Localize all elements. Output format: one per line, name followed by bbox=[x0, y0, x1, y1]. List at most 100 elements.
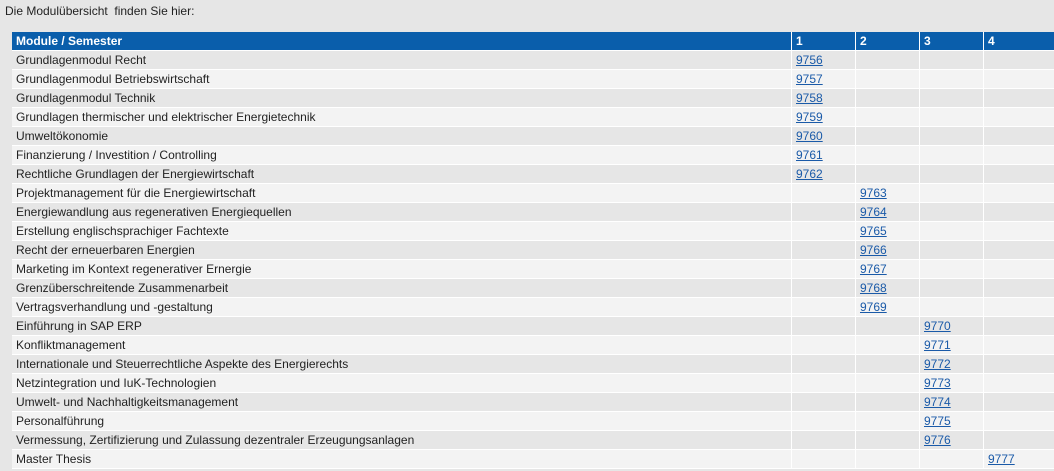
semester-3-cell bbox=[920, 450, 984, 469]
module-number-link[interactable]: 9764 bbox=[860, 205, 887, 219]
semester-3-cell bbox=[920, 279, 984, 298]
semester-1-cell bbox=[792, 317, 856, 336]
table-row: Grundlagenmodul Recht 9756 bbox=[12, 51, 1054, 70]
module-number-link[interactable]: 9760 bbox=[796, 129, 823, 143]
semester-1-cell: 9757 bbox=[792, 70, 856, 89]
module-number-link[interactable]: 9756 bbox=[796, 53, 823, 67]
module-number-link[interactable]: 9768 bbox=[860, 281, 887, 295]
semester-2-cell bbox=[856, 412, 920, 431]
semester-4-cell bbox=[984, 279, 1054, 298]
semester-3-cell: 9775 bbox=[920, 412, 984, 431]
module-number-link[interactable]: 9769 bbox=[860, 300, 887, 314]
semester-1-cell bbox=[792, 184, 856, 203]
semester-1-cell bbox=[792, 355, 856, 374]
semester-2-cell bbox=[856, 108, 920, 127]
module-name-cell: Personalführung bbox=[12, 412, 792, 431]
table-row: Personalführung 9775 bbox=[12, 412, 1054, 431]
table-row: Marketing im Kontext regenerativer Erner… bbox=[12, 260, 1054, 279]
module-number-link[interactable]: 9773 bbox=[924, 376, 951, 390]
semester-4-cell bbox=[984, 260, 1054, 279]
header-semester-3: 3 bbox=[920, 32, 984, 51]
semester-4-cell bbox=[984, 317, 1054, 336]
semester-4-cell bbox=[984, 412, 1054, 431]
semester-4-cell bbox=[984, 336, 1054, 355]
module-number-link[interactable]: 9776 bbox=[924, 433, 951, 447]
semester-3-cell bbox=[920, 184, 984, 203]
semester-4-cell bbox=[984, 431, 1054, 450]
header-semester-2: 2 bbox=[856, 32, 920, 51]
semester-1-cell bbox=[792, 222, 856, 241]
module-number-link[interactable]: 9770 bbox=[924, 319, 951, 333]
semester-2-cell bbox=[856, 355, 920, 374]
module-name-cell: Marketing im Kontext regenerativer Erner… bbox=[12, 260, 792, 279]
table-row: Erstellung englischsprachiger Fachtexte 9… bbox=[12, 222, 1054, 241]
module-number-link[interactable]: 9777 bbox=[988, 452, 1015, 466]
semester-3-cell bbox=[920, 222, 984, 241]
header-module-semester: Module / Semester bbox=[12, 32, 792, 51]
table-row: Einführung in SAP ERP 9770 bbox=[12, 317, 1054, 336]
table-row: Energiewandlung aus regenerativen Energi… bbox=[12, 203, 1054, 222]
semester-3-cell: 9770 bbox=[920, 317, 984, 336]
semester-3-cell bbox=[920, 146, 984, 165]
semester-2-cell: 9769 bbox=[856, 298, 920, 317]
semester-2-cell bbox=[856, 146, 920, 165]
semester-2-cell: 9764 bbox=[856, 203, 920, 222]
semester-3-cell bbox=[920, 108, 984, 127]
semester-4-cell bbox=[984, 374, 1054, 393]
table-row: Grundlagen thermischer und elektrischer … bbox=[12, 108, 1054, 127]
semester-4-cell bbox=[984, 108, 1054, 127]
module-name-cell: Grundlagenmodul Recht bbox=[12, 51, 792, 70]
semester-4-cell bbox=[984, 203, 1054, 222]
module-name-cell: Vertragsverhandlung und -gestaltung bbox=[12, 298, 792, 317]
semester-2-cell bbox=[856, 336, 920, 355]
intro-text: Die Modulübersicht finden Sie hier: bbox=[5, 4, 195, 18]
semester-1-cell bbox=[792, 241, 856, 260]
module-number-link[interactable]: 9775 bbox=[924, 414, 951, 428]
semester-1-cell bbox=[792, 450, 856, 469]
semester-2-cell bbox=[856, 70, 920, 89]
module-number-link[interactable]: 9766 bbox=[860, 243, 887, 257]
table-row: Projektmanagement für die Energiewirtsch… bbox=[12, 184, 1054, 203]
table-header-row: Module / Semester 1 2 3 4 bbox=[12, 32, 1054, 51]
table-row: Netzintegration und IuK-Technologien 9773 bbox=[12, 374, 1054, 393]
module-number-link[interactable]: 9767 bbox=[860, 262, 887, 276]
module-name-cell: Projektmanagement für die Energiewirtsch… bbox=[12, 184, 792, 203]
semester-1-cell: 9758 bbox=[792, 89, 856, 108]
semester-3-cell: 9774 bbox=[920, 393, 984, 412]
module-number-link[interactable]: 9757 bbox=[796, 72, 823, 86]
module-number-link[interactable]: 9763 bbox=[860, 186, 887, 200]
semester-3-cell bbox=[920, 203, 984, 222]
module-number-link[interactable]: 9758 bbox=[796, 91, 823, 105]
module-number-link[interactable]: 9759 bbox=[796, 110, 823, 124]
semester-4-cell bbox=[984, 355, 1054, 374]
semester-3-cell bbox=[920, 89, 984, 108]
table-row: Grundlagenmodul Betriebswirtschaft 9757 bbox=[12, 70, 1054, 89]
module-number-link[interactable]: 9772 bbox=[924, 357, 951, 371]
semester-3-cell bbox=[920, 241, 984, 260]
module-number-link[interactable]: 9774 bbox=[924, 395, 951, 409]
table-row: Umwelt- und Nachhaltigkeitsmanagement 977… bbox=[12, 393, 1054, 412]
module-number-link[interactable]: 9765 bbox=[860, 224, 887, 238]
semester-2-cell bbox=[856, 431, 920, 450]
header-semester-1: 1 bbox=[792, 32, 856, 51]
semester-1-cell: 9762 bbox=[792, 165, 856, 184]
semester-2-cell bbox=[856, 374, 920, 393]
semester-3-cell: 9771 bbox=[920, 336, 984, 355]
module-number-link[interactable]: 9762 bbox=[796, 167, 823, 181]
table-row: Master Thesis 9777 bbox=[12, 450, 1054, 469]
semester-4-cell bbox=[984, 184, 1054, 203]
semester-2-cell: 9767 bbox=[856, 260, 920, 279]
module-name-cell: Netzintegration und IuK-Technologien bbox=[12, 374, 792, 393]
module-number-link[interactable]: 9771 bbox=[924, 338, 951, 352]
module-name-cell: Konfliktmanagement bbox=[12, 336, 792, 355]
semester-1-cell bbox=[792, 298, 856, 317]
table-row: Grenzüberschreitende Zusammenarbeit 9768 bbox=[12, 279, 1054, 298]
module-name-cell: Master Thesis bbox=[12, 450, 792, 469]
table-row: Internationale und Steuerrechtliche Aspe… bbox=[12, 355, 1054, 374]
module-name-cell: Grenzüberschreitende Zusammenarbeit bbox=[12, 279, 792, 298]
header-semester-4: 4 bbox=[984, 32, 1054, 51]
module-number-link[interactable]: 9761 bbox=[796, 148, 823, 162]
semester-4-cell bbox=[984, 241, 1054, 260]
semester-2-cell bbox=[856, 127, 920, 146]
table-row: Vertragsverhandlung und -gestaltung 9769 bbox=[12, 298, 1054, 317]
